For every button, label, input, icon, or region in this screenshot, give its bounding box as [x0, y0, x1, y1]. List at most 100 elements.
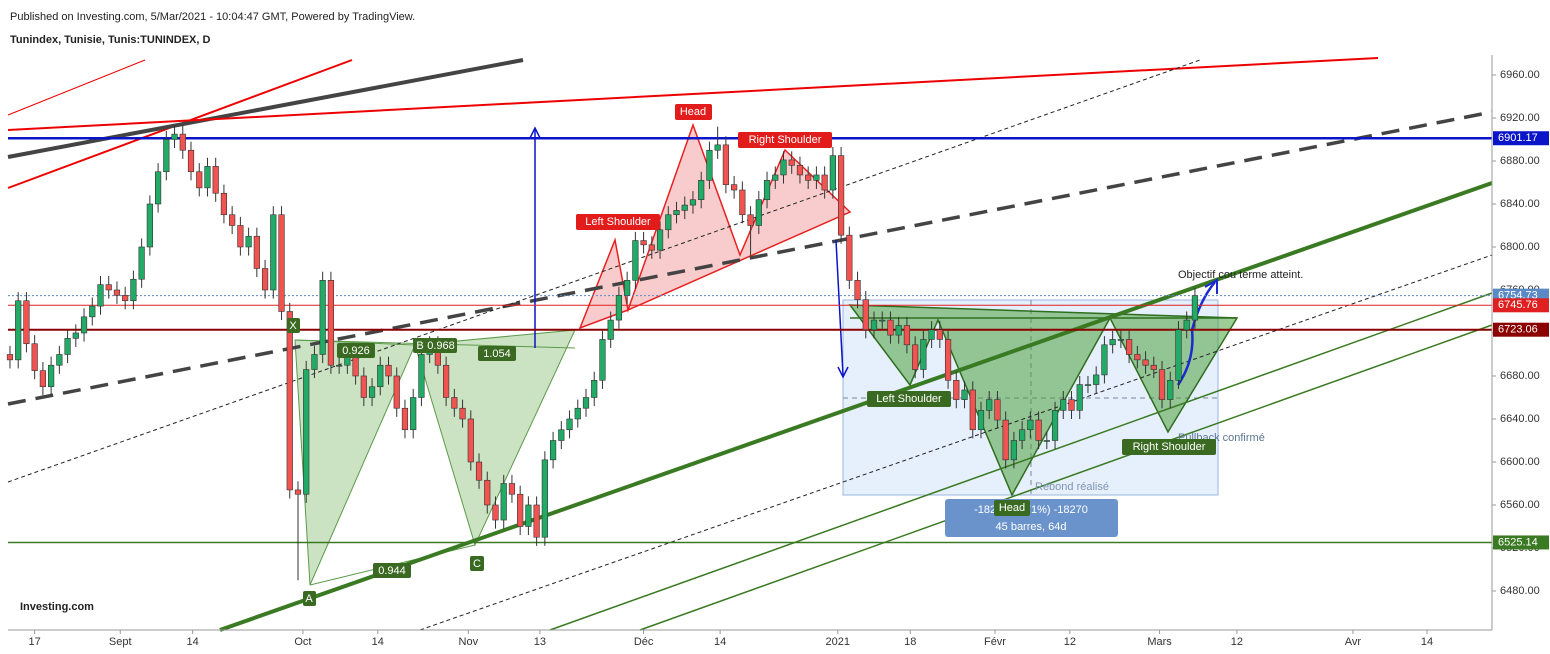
candle-body	[977, 410, 985, 431]
candle-body	[220, 192, 228, 216]
candle-body	[6, 354, 14, 361]
annotation: Left Shoulder	[876, 393, 942, 405]
drawings	[7, 57, 1493, 632]
candle-body	[187, 149, 195, 173]
candle-body	[410, 397, 417, 431]
candle-body	[1101, 344, 1108, 376]
candle-body	[459, 407, 466, 420]
candle-body	[1175, 329, 1182, 381]
trend-line	[7, 59, 146, 116]
arrow-head	[1204, 278, 1218, 294]
candle-body	[56, 354, 63, 366]
candle-body	[837, 155, 845, 236]
y-tick-label: 6680.00	[1500, 370, 1540, 382]
candle-body	[665, 214, 672, 231]
measure-text: 45 barres, 64d	[996, 521, 1067, 533]
x-tick-label: 14	[1421, 636, 1433, 648]
trend-line	[639, 324, 1493, 631]
label-box	[738, 132, 832, 148]
label-box	[470, 556, 484, 571]
candle-body	[1002, 419, 1009, 461]
candle-body	[393, 375, 400, 409]
annotation: Left Shoulder	[585, 216, 651, 228]
candle-body	[525, 504, 532, 527]
candle-body	[48, 364, 55, 388]
candle-body	[731, 184, 738, 191]
annotation: B	[416, 340, 423, 352]
x-tick-label: Avr	[1345, 636, 1362, 648]
candle-body	[229, 214, 236, 226]
level-tag	[1493, 131, 1549, 146]
candle-body	[805, 174, 812, 181]
annotation: A	[305, 593, 313, 605]
candle-body	[632, 240, 639, 281]
x-tick-label: 14	[714, 636, 726, 648]
candle-body	[870, 319, 878, 331]
y-tick-label: 6800.00	[1500, 241, 1540, 253]
candle-body	[533, 504, 540, 538]
candle-body	[969, 389, 976, 431]
candle-body	[763, 180, 771, 200]
candle-body	[1183, 319, 1190, 331]
candle-body	[401, 407, 409, 431]
x-tick-label: 13	[534, 636, 546, 648]
candle-body	[31, 343, 38, 371]
candle-body	[377, 364, 384, 388]
trend-line	[549, 292, 1493, 631]
harmonic-xab	[294, 339, 416, 586]
label-box	[303, 591, 316, 606]
candle-body	[154, 171, 162, 205]
annotation: Right Shoulder	[1133, 441, 1206, 453]
candle-body	[780, 159, 787, 176]
candle-body	[615, 295, 623, 321]
candle-body	[253, 235, 260, 269]
x-tick-label: 18	[904, 636, 916, 648]
candle-body	[311, 354, 318, 370]
trend-line	[419, 254, 1493, 631]
candle-body	[1093, 374, 1100, 385]
candle-body	[607, 319, 614, 340]
candle-body	[1167, 379, 1174, 400]
annotation: Objectif cou terme atteint.	[1178, 269, 1303, 281]
measure-text: -182.7 (-2.71%) -18270	[974, 504, 1088, 516]
annotation: Head	[999, 502, 1025, 514]
label-box	[337, 343, 375, 358]
label-box	[287, 318, 300, 333]
candle-body	[813, 174, 820, 181]
candle-body	[689, 199, 697, 206]
x-tick-label: Oct	[294, 636, 311, 648]
trend-line	[7, 110, 1493, 406]
y-tick-label: 6560.00	[1500, 499, 1540, 511]
candle-body	[517, 493, 524, 527]
candle-body	[1019, 429, 1026, 441]
candle-body	[772, 174, 779, 181]
y-tick-label: 6480.00	[1500, 585, 1540, 597]
annotation: C	[473, 558, 481, 570]
y-tick-label: 6640.00	[1500, 413, 1540, 425]
candle-body	[1035, 419, 1042, 441]
label-box	[413, 338, 427, 353]
candle-body	[1010, 440, 1018, 461]
trend-line	[219, 181, 1493, 632]
candle-body	[80, 316, 88, 334]
candle-body	[64, 338, 71, 355]
candle-body	[1051, 410, 1059, 441]
candle-body	[788, 159, 795, 166]
x-tick-label: 14	[187, 636, 199, 648]
label-box	[478, 346, 516, 361]
candle-body	[1158, 369, 1166, 400]
candle-body	[1109, 339, 1116, 346]
candle-body	[648, 244, 655, 251]
candle-body	[903, 325, 911, 346]
candle-body	[23, 300, 30, 345]
candle-body	[887, 319, 894, 336]
candle-body	[1142, 359, 1149, 366]
x-tick-label: Nov	[459, 636, 479, 648]
candle-body	[261, 268, 269, 291]
candle-body	[755, 199, 762, 226]
candle-body	[994, 399, 1001, 421]
candle-body	[574, 407, 581, 420]
candle-body	[89, 305, 96, 318]
harmonic-bcd	[414, 329, 576, 547]
candle-body	[237, 225, 244, 248]
